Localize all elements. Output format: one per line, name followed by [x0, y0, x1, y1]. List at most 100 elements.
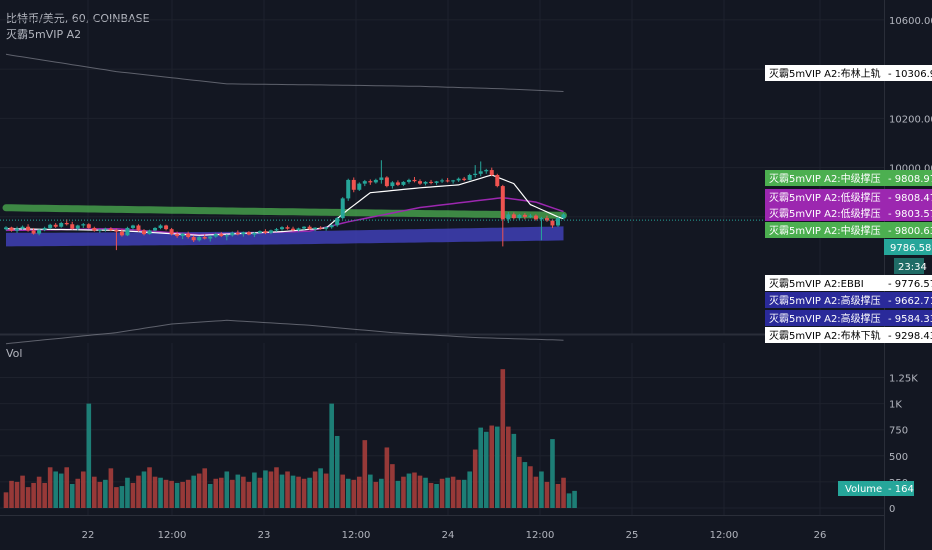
- volume-bar: [268, 471, 274, 508]
- candle-body: [42, 227, 47, 230]
- indicator-value-tag: [884, 189, 932, 205]
- candle-body: [241, 232, 246, 235]
- indicator-name-text: 灭霸5mVIP A2:中级撑压: [769, 172, 881, 185]
- volume-bar: [285, 471, 290, 508]
- candle-body: [169, 229, 174, 235]
- volume-bar: [64, 467, 70, 508]
- candle-body: [202, 237, 207, 239]
- volume-tag-label: Volume: [845, 484, 882, 495]
- candle-body: [268, 230, 273, 233]
- indicator-name-text: 灭霸5mVIP A2:低级撑压: [769, 191, 881, 204]
- time-tick-label: 24: [442, 530, 455, 541]
- volume-bar: [406, 473, 412, 508]
- volume-bar: [439, 478, 445, 508]
- volume-bar: [224, 471, 230, 508]
- time-tick-label: 12:00: [158, 530, 187, 541]
- volume-bar: [152, 476, 158, 508]
- candle-body: [440, 180, 445, 182]
- indicator-label[interactable]: 灭霸5mVIP A2: [6, 28, 82, 41]
- indicator-name-text: 灭霸5mVIP A2:高级撑压: [769, 294, 881, 307]
- candle-body: [445, 180, 450, 182]
- chart-title: 比特币/美元, 60, COINBASE: [6, 12, 150, 25]
- volume-bar: [506, 426, 511, 508]
- volume-bar: [69, 483, 75, 508]
- candle-body: [191, 237, 196, 241]
- indicator-value-text: - 10306.98: [888, 69, 932, 80]
- volume-bar: [318, 468, 323, 508]
- candle-body: [70, 224, 75, 229]
- symbol-name[interactable]: 比特币/美元: [6, 12, 65, 25]
- candle-body: [164, 225, 169, 230]
- volume-bar: [307, 477, 312, 508]
- volume-bar: [401, 476, 406, 508]
- volume-bar: [97, 481, 103, 508]
- indicator-name-tag: [765, 275, 884, 291]
- volume-bar: [125, 477, 130, 508]
- candle-body: [246, 232, 251, 235]
- volume-bar: [417, 475, 423, 508]
- candle-body: [556, 218, 560, 226]
- indicator-value-tag: [884, 205, 932, 221]
- candle-body: [263, 231, 268, 233]
- volume-bar: [379, 478, 384, 508]
- indicator-value-text: - 9584.33: [888, 314, 932, 325]
- volume-bar: [345, 478, 351, 508]
- volume-tag: [838, 481, 884, 496]
- volume-bar: [362, 440, 368, 508]
- volume-bar: [329, 403, 334, 508]
- candle-body: [75, 225, 80, 229]
- volume-bar: [75, 478, 81, 508]
- candle-body: [142, 230, 146, 235]
- candle-body: [544, 218, 549, 221]
- volume-bar: [58, 473, 64, 508]
- candle-body: [285, 227, 290, 229]
- candle-body: [186, 233, 191, 238]
- candle-body: [390, 182, 395, 187]
- volume-bar: [456, 479, 461, 508]
- grid-lines: [0, 0, 884, 515]
- volume-bar: [334, 435, 340, 508]
- volume-tick-label: 1.25K: [889, 374, 918, 385]
- candle-body: [31, 230, 36, 234]
- candle-body: [81, 224, 86, 226]
- candle-body: [368, 181, 373, 183]
- volume-value-text: - 164: [888, 484, 914, 495]
- volume-bar: [235, 474, 241, 508]
- interval-label[interactable]: 60: [71, 12, 86, 25]
- candle-body: [235, 232, 240, 235]
- price-tick-label: 10200.00: [889, 114, 932, 125]
- volume-bar: [103, 479, 108, 508]
- candle-body: [37, 229, 42, 234]
- volume-bar: [312, 471, 318, 508]
- candle-body: [291, 228, 296, 231]
- candle-body: [280, 227, 284, 230]
- indicator-value-tag: [884, 310, 932, 326]
- volume-bar: [252, 472, 257, 508]
- candle-body: [495, 175, 500, 187]
- candle-body: [64, 223, 69, 225]
- countdown-tag: [894, 258, 924, 274]
- volume-bar: [356, 476, 362, 508]
- volume-bar: [373, 481, 379, 508]
- volume-bar: [202, 468, 208, 508]
- volume-bar: [533, 476, 539, 508]
- volume-bar: [561, 477, 566, 508]
- indicator-name-text: 灭霸5mVIP A2:高级撑压: [769, 312, 881, 325]
- candle-body: [86, 224, 91, 228]
- bollinger-lower-line: [5, 319, 564, 345]
- indicator-value-tag: [884, 170, 932, 186]
- candle-body: [329, 225, 334, 228]
- candle-body: [114, 230, 119, 232]
- volume-pane-label[interactable]: Vol: [6, 347, 23, 360]
- volume-bar: [230, 479, 235, 508]
- candle-body: [108, 228, 113, 231]
- indicator-value-text: - 9662.71: [888, 296, 932, 307]
- volume-bar: [80, 471, 86, 508]
- indicator-name-text: 灭霸5mVIP A2:布林下轨: [769, 329, 881, 342]
- volume-tick-label: 1K: [889, 400, 902, 411]
- volume-bar: [36, 476, 42, 508]
- volume-bar: [572, 490, 577, 508]
- candle-body: [379, 177, 384, 180]
- time-tick-label: 25: [626, 530, 639, 541]
